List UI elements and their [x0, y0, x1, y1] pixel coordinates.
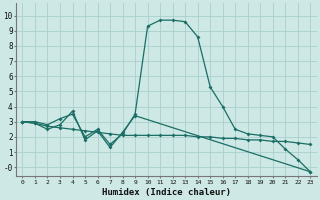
X-axis label: Humidex (Indice chaleur): Humidex (Indice chaleur)	[102, 188, 231, 197]
